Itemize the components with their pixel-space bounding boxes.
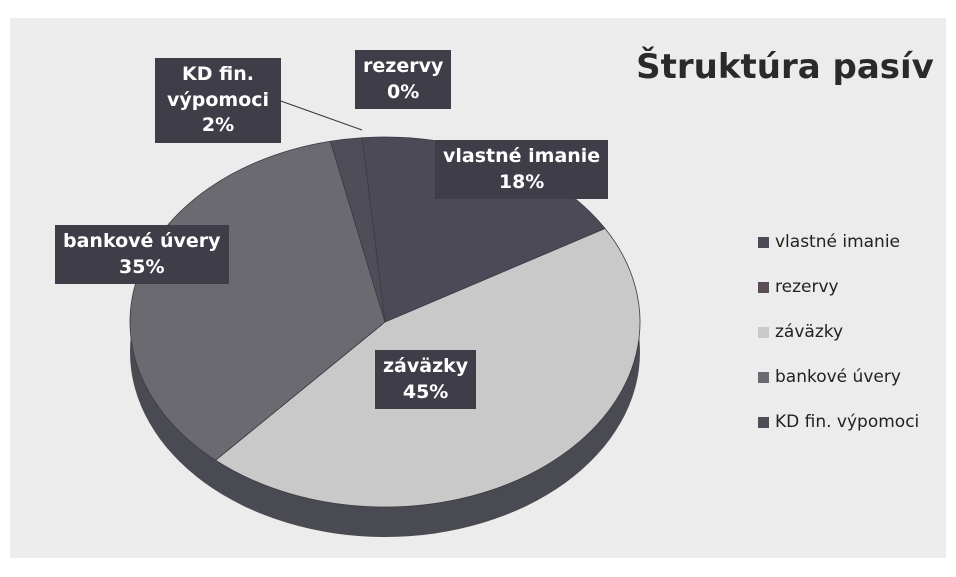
data-label: záväzky 45% xyxy=(375,350,477,410)
chart-title: Štruktúra pasív xyxy=(636,46,934,87)
data-label-value: 35% xyxy=(119,255,165,278)
legend-swatch xyxy=(758,236,769,248)
legend-label: KD fin. výpomoci xyxy=(775,412,920,432)
legend-label: bankové úvery xyxy=(775,367,901,387)
data-label: bankové úvery 35% xyxy=(55,225,229,285)
data-label-name: vlastné imanie xyxy=(443,145,601,167)
legend-item: vlastné imanie xyxy=(758,232,900,252)
data-label: KD fin. výpomoci 2% xyxy=(155,58,281,143)
legend-swatch xyxy=(758,281,769,293)
legend-swatch xyxy=(758,371,769,383)
data-label-value: 0% xyxy=(387,80,420,103)
data-label-value: 18% xyxy=(498,170,545,193)
legend-item: rezervy xyxy=(758,277,839,297)
legend-swatch xyxy=(758,416,769,428)
data-label-name: bankové úvery xyxy=(63,230,221,252)
legend-item: KD fin. výpomoci xyxy=(758,412,919,432)
data-label: vlastné imanie 18% xyxy=(435,140,609,200)
legend-item: záväzky xyxy=(758,322,843,342)
data-label-value: 45% xyxy=(402,380,449,403)
legend-label: záväzky xyxy=(775,322,844,342)
data-label-value: 2% xyxy=(201,114,235,137)
data-label: rezervy 0% xyxy=(355,50,452,110)
legend-label: rezervy xyxy=(775,277,839,297)
leader-line xyxy=(277,99,363,131)
data-label-name: rezervy xyxy=(363,55,444,77)
legend-item: bankové úvery xyxy=(758,367,901,387)
data-label-name: KD fin. výpomoci xyxy=(166,63,270,111)
legend-label: vlastné imanie xyxy=(775,232,901,252)
pie-slice xyxy=(329,137,386,323)
legend-swatch xyxy=(758,326,769,338)
data-label-name: záväzky xyxy=(383,355,469,377)
